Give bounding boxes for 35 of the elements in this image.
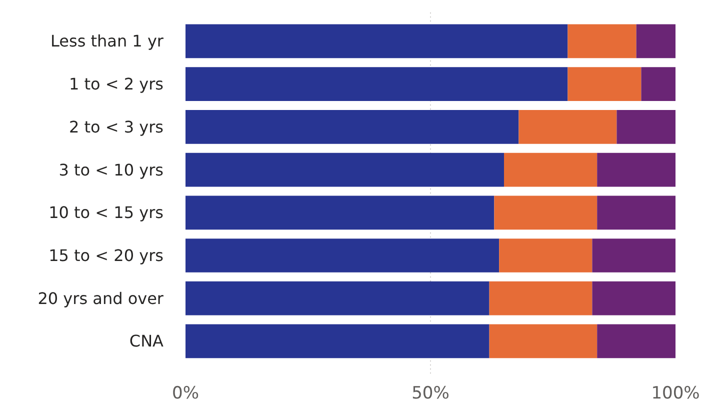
x-tick-label: 100% [651,384,700,404]
y-tick-label: 10 to < 15 yrs [48,203,164,222]
y-tick-label: Less than 1 yr [50,32,164,51]
bar [597,152,676,187]
bar [616,110,676,144]
bar [568,24,636,58]
bar [504,152,598,187]
bar [597,196,676,230]
y-tick-label: CNA [129,332,164,351]
bar [186,238,500,272]
bar [597,324,676,358]
bar [186,152,504,187]
y-tick-label: 1 to < 2 yrs [68,74,164,94]
bar [186,324,490,358]
bar [592,281,676,316]
bar [186,196,494,230]
y-tick-label: 15 to < 20 yrs [48,246,164,265]
bar [489,324,598,358]
bar [186,24,568,58]
bar [186,281,490,316]
bar [186,110,519,144]
bar [499,238,592,272]
bar [636,24,676,58]
y-tick-label: 20 yrs and over [38,288,164,308]
x-tick-label: 0% [172,384,199,404]
bar [592,238,676,272]
x-tick-label: 50% [412,384,450,404]
bar [489,281,592,316]
y-tick-label: 2 to < 3 yrs [68,117,164,136]
bar [186,67,568,101]
bar [494,196,598,230]
bar [568,67,642,101]
bar [641,67,676,101]
y-tick-label: 3 to < 10 yrs [58,160,164,180]
bar [518,110,617,144]
